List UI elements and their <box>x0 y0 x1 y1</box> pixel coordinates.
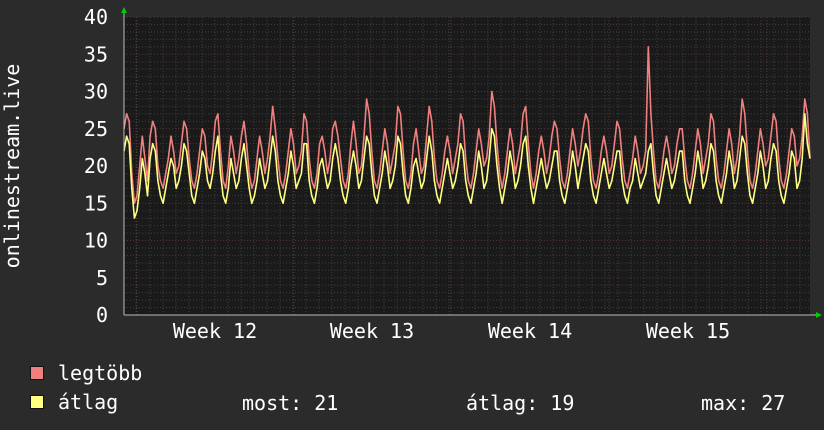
x-tick-label: Week 15 <box>646 319 730 343</box>
series-line-max <box>123 45 811 205</box>
legend-item-avg: átlag <box>30 390 119 414</box>
x-tick-labels: Week 12 Week 13 Week 14 Week 15 <box>173 319 730 343</box>
stat-max: max: 27 <box>701 391 786 415</box>
series-line-avg <box>123 113 811 219</box>
legend-label-max: legtöbb <box>58 361 143 385</box>
y-tick-label: 40 <box>84 5 108 29</box>
x-tick-label: Week 14 <box>488 319 572 343</box>
y-tick-label: 30 <box>84 80 108 104</box>
axes <box>121 7 822 318</box>
y-tick-label: 10 <box>84 229 108 253</box>
y-tick-labels: 0 5 10 15 20 25 30 35 40 <box>84 5 108 327</box>
stat-average: átlag: 19 <box>466 391 575 415</box>
x-tick-label: Week 13 <box>330 319 414 343</box>
legend-item-max: legtöbb <box>30 361 143 385</box>
y-tick-label: 15 <box>84 191 108 215</box>
x-axis-arrow-icon <box>816 312 822 318</box>
y-tick-label: 0 <box>96 303 108 327</box>
y-tick-label: 35 <box>84 42 108 66</box>
stat-now: most: 21 <box>242 391 339 415</box>
x-tick-label: Week 12 <box>173 319 257 343</box>
y-tick-label: 25 <box>84 117 108 141</box>
legend-label-avg: átlag <box>58 390 119 414</box>
y-axis-arrow-icon <box>121 7 127 13</box>
y-tick-label: 20 <box>84 154 108 178</box>
series-lines <box>123 45 811 219</box>
legend-swatch-max <box>30 366 44 380</box>
y-tick-label: 5 <box>96 266 108 290</box>
legend-swatch-avg <box>30 395 44 409</box>
y-axis-label: onlinestream.live <box>0 64 24 269</box>
